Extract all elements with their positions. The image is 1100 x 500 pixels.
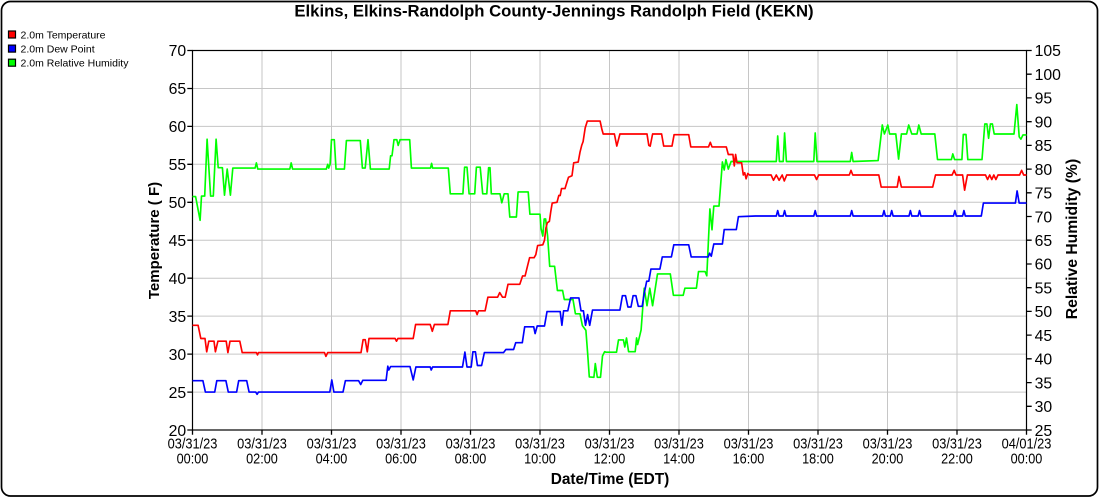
svg-text:00:00: 00:00 [177, 451, 209, 468]
svg-text:06:00: 06:00 [385, 451, 417, 468]
svg-text:18:00: 18:00 [802, 451, 834, 468]
svg-text:100: 100 [1035, 67, 1062, 84]
svg-text:50: 50 [169, 195, 187, 212]
svg-text:50: 50 [1035, 304, 1053, 321]
svg-text:35: 35 [1035, 375, 1053, 392]
svg-text:60: 60 [169, 119, 187, 136]
svg-text:20:00: 20:00 [872, 451, 904, 468]
svg-text:12:00: 12:00 [594, 451, 626, 468]
svg-text:03/31/23: 03/31/23 [863, 436, 913, 453]
svg-text:14:00: 14:00 [663, 451, 695, 468]
svg-text:03/31/23: 03/31/23 [237, 436, 287, 453]
svg-text:75: 75 [1035, 186, 1053, 203]
svg-text:25: 25 [169, 385, 187, 402]
svg-text:60: 60 [1035, 257, 1053, 274]
svg-text:2.0m Relative Humidity: 2.0m Relative Humidity [21, 58, 130, 70]
svg-text:30: 30 [1035, 399, 1053, 416]
svg-text:35: 35 [169, 309, 187, 326]
svg-text:Date/Time (EDT): Date/Time (EDT) [551, 471, 670, 488]
svg-text:Elkins, Elkins-Randolph County: Elkins, Elkins-Randolph County-Jennings … [294, 2, 813, 21]
svg-text:03/31/23: 03/31/23 [168, 436, 218, 453]
svg-text:03/31/23: 03/31/23 [793, 436, 843, 453]
svg-text:03/31/23: 03/31/23 [307, 436, 357, 453]
svg-text:80: 80 [1035, 162, 1053, 179]
svg-text:04/01/23: 04/01/23 [1002, 436, 1052, 453]
svg-text:55: 55 [169, 157, 187, 174]
svg-text:03/31/23: 03/31/23 [446, 436, 496, 453]
svg-text:03/31/23: 03/31/23 [724, 436, 774, 453]
svg-text:Relative Humidity (%): Relative Humidity (%) [1064, 159, 1081, 319]
svg-text:22:00: 22:00 [941, 451, 973, 468]
svg-text:25: 25 [1035, 423, 1053, 440]
svg-text:70: 70 [169, 43, 187, 60]
svg-text:Temperature ( F): Temperature ( F) [146, 182, 163, 299]
svg-text:10:00: 10:00 [524, 451, 556, 468]
svg-text:30: 30 [169, 347, 187, 364]
svg-text:00:00: 00:00 [1011, 451, 1043, 468]
svg-text:16:00: 16:00 [733, 451, 765, 468]
svg-text:08:00: 08:00 [455, 451, 487, 468]
svg-text:40: 40 [169, 271, 187, 288]
svg-text:20: 20 [169, 423, 187, 440]
svg-text:70: 70 [1035, 209, 1053, 226]
svg-text:95: 95 [1035, 91, 1053, 108]
svg-text:03/31/23: 03/31/23 [932, 436, 982, 453]
svg-text:04:00: 04:00 [316, 451, 348, 468]
svg-text:105: 105 [1035, 43, 1062, 60]
svg-text:65: 65 [1035, 233, 1053, 250]
svg-text:2.0m Dew Point: 2.0m Dew Point [21, 43, 95, 55]
svg-text:40: 40 [1035, 352, 1053, 369]
svg-text:03/31/23: 03/31/23 [376, 436, 426, 453]
svg-text:03/31/23: 03/31/23 [585, 436, 635, 453]
svg-text:45: 45 [169, 233, 187, 250]
svg-text:02:00: 02:00 [246, 451, 278, 468]
svg-text:2.0m Temperature: 2.0m Temperature [21, 29, 106, 41]
svg-text:65: 65 [169, 81, 187, 98]
svg-text:45: 45 [1035, 328, 1053, 345]
svg-text:03/31/23: 03/31/23 [515, 436, 565, 453]
svg-text:55: 55 [1035, 280, 1053, 297]
svg-text:90: 90 [1035, 114, 1053, 131]
svg-text:03/31/23: 03/31/23 [654, 436, 704, 453]
svg-text:85: 85 [1035, 138, 1053, 155]
